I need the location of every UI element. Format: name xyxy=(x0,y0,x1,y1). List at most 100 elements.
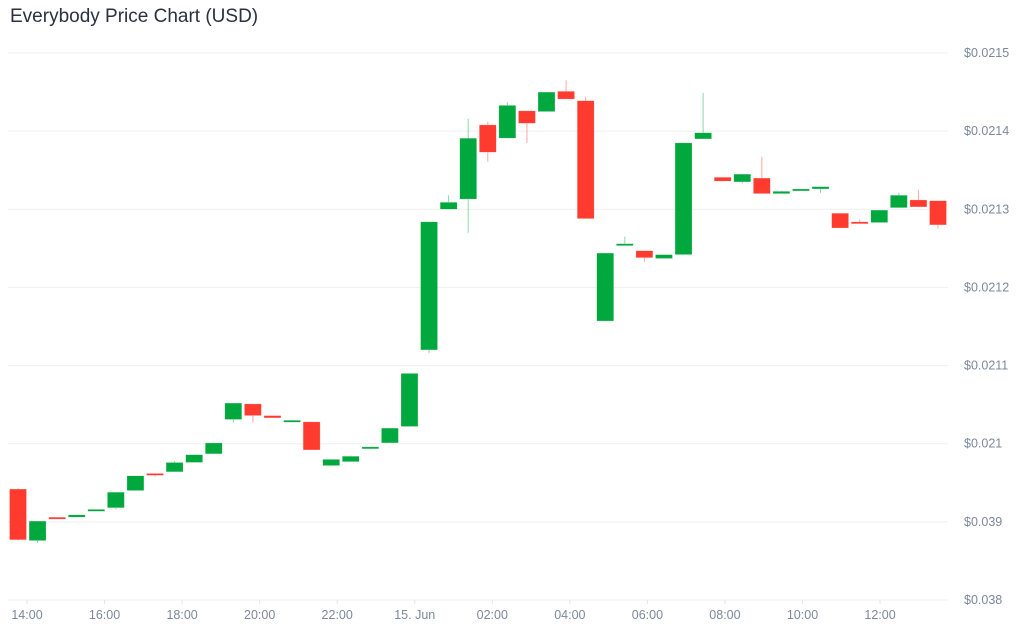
candle[interactable] xyxy=(126,475,145,491)
candle[interactable] xyxy=(616,236,634,246)
candle[interactable] xyxy=(831,212,849,229)
candle-body-down xyxy=(146,473,164,476)
candle[interactable] xyxy=(165,460,184,473)
candle[interactable] xyxy=(733,173,752,184)
candle[interactable] xyxy=(909,189,928,208)
candle[interactable] xyxy=(244,403,262,423)
candle-body-up xyxy=(439,202,458,210)
candle[interactable] xyxy=(870,209,889,223)
candle-body-up xyxy=(361,446,380,450)
candle[interactable] xyxy=(67,514,86,518)
candle[interactable] xyxy=(498,102,517,139)
candle-body-up xyxy=(126,475,145,491)
candle-body-up xyxy=(185,454,203,463)
candle-body-up xyxy=(322,459,340,466)
x-tick-label: 10:00 xyxy=(787,608,818,622)
candle-body-up xyxy=(420,221,438,351)
candle[interactable] xyxy=(811,186,830,193)
candle[interactable] xyxy=(890,192,908,208)
candle-body-up xyxy=(870,209,889,223)
candle[interactable] xyxy=(655,254,673,259)
candle-body-down xyxy=(244,403,262,416)
candle[interactable] xyxy=(439,195,458,210)
candle-body-up xyxy=(616,243,634,246)
candle[interactable] xyxy=(28,520,47,543)
candle-body-up xyxy=(283,420,301,423)
candle-body-down xyxy=(831,212,849,229)
candle[interactable] xyxy=(420,221,438,354)
candle-body-down xyxy=(713,176,732,182)
candle-body-down xyxy=(479,124,497,153)
candle[interactable] xyxy=(596,252,614,322)
candle[interactable] xyxy=(302,421,321,451)
candle[interactable] xyxy=(772,190,791,194)
x-tick-label: 08:00 xyxy=(709,608,740,622)
candle-body-down xyxy=(302,421,321,451)
candle[interactable] xyxy=(518,110,536,143)
candle-body-down xyxy=(850,221,869,225)
candle[interactable] xyxy=(537,91,556,112)
grid-lines xyxy=(8,52,948,601)
candle[interactable] xyxy=(479,121,497,162)
candle-body-down xyxy=(753,177,771,194)
candle-body-up xyxy=(107,491,125,509)
y-tick-label: $0.0212 xyxy=(964,280,1009,294)
candle-body-down xyxy=(48,516,66,520)
candle[interactable] xyxy=(850,219,869,225)
candle[interactable] xyxy=(459,118,477,233)
candle-body-up xyxy=(674,142,693,255)
candle[interactable] xyxy=(204,442,223,455)
candle[interactable] xyxy=(322,459,340,466)
x-tick-label: 22:00 xyxy=(322,608,353,622)
candle-body-up xyxy=(792,188,810,192)
candle-body-up xyxy=(890,194,908,208)
candle-body-up xyxy=(381,427,399,444)
candle[interactable] xyxy=(107,491,125,510)
candle-body-down xyxy=(635,250,654,258)
candle[interactable] xyxy=(283,420,301,423)
candle[interactable] xyxy=(400,373,419,427)
candle-body-up xyxy=(694,132,712,140)
candle[interactable] xyxy=(557,80,575,100)
candle-body-up xyxy=(655,254,673,259)
candle-body-down xyxy=(576,100,595,219)
candle[interactable] xyxy=(48,516,66,520)
candle[interactable] xyxy=(792,188,810,192)
candle[interactable] xyxy=(381,427,399,444)
y-tick-label: $0.0215 xyxy=(964,46,1009,60)
candle-body-up xyxy=(459,137,477,200)
candle[interactable] xyxy=(185,454,203,463)
candle[interactable] xyxy=(224,402,243,423)
candle-body-down xyxy=(929,200,947,226)
chart-title: Everybody Price Chart (USD) xyxy=(10,6,259,27)
candle[interactable] xyxy=(694,92,712,140)
candle[interactable] xyxy=(87,509,106,512)
x-tick-label: 20:00 xyxy=(244,608,275,622)
y-tick-label: $0.021 xyxy=(964,437,1002,451)
candle[interactable] xyxy=(263,415,282,419)
y-tick-label: $0.038 xyxy=(964,593,1002,607)
candle-body-up xyxy=(342,455,360,462)
candle-body-up xyxy=(28,520,47,541)
candle[interactable] xyxy=(576,96,595,219)
candle[interactable] xyxy=(753,156,771,194)
candle[interactable] xyxy=(146,473,164,477)
candle[interactable] xyxy=(713,176,732,182)
candle-body-down xyxy=(9,488,27,541)
candle-body-up xyxy=(400,373,419,427)
candle[interactable] xyxy=(361,446,380,450)
y-tick-label: $0.0211 xyxy=(964,359,1008,373)
x-tick-label: 04:00 xyxy=(554,608,585,622)
candle-body-up xyxy=(811,186,830,190)
candle[interactable] xyxy=(674,142,693,255)
candle-body-down xyxy=(518,110,536,124)
candle[interactable] xyxy=(635,250,654,262)
candle-body-up xyxy=(87,509,106,512)
candle[interactable] xyxy=(342,455,360,462)
y-tick-label: $0.039 xyxy=(964,515,1002,529)
candle-body-up xyxy=(733,173,752,183)
candle[interactable] xyxy=(9,488,27,541)
candle-body-up xyxy=(498,105,517,139)
candle[interactable] xyxy=(929,200,947,229)
candles xyxy=(9,80,947,543)
